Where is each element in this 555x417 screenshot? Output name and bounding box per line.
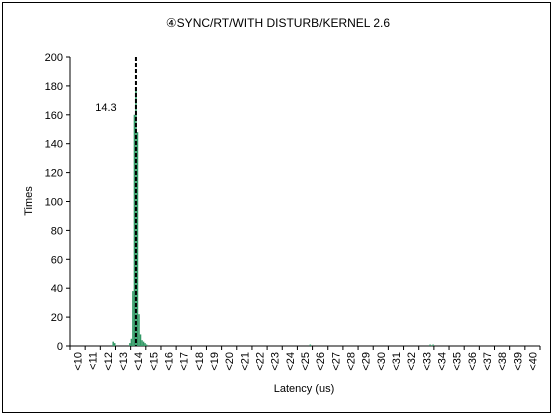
x-tick-label: <21 (239, 352, 251, 371)
x-tick-label: <33 (421, 352, 433, 371)
y-tick-label: 100 (45, 197, 63, 209)
x-ticks: <10 <11 <12 <13 <14 <15 <16 <17 <18 <19 <20 <21 <22 <… (69, 346, 541, 371)
histogram-bar (113, 343, 116, 346)
histogram-bar (135, 88, 137, 346)
x-tick-label: <38 (497, 352, 509, 371)
bars (112, 88, 434, 346)
x-tick-label: <13 (118, 352, 130, 371)
x-tick-label: <37 (482, 352, 494, 371)
x-tick-label: <20 (224, 352, 236, 371)
histogram-bar (133, 114, 136, 346)
y-axis-label: Times (23, 186, 35, 216)
x-tick-label: <30 (376, 352, 388, 371)
x-tick-label: <18 (194, 352, 206, 371)
x-tick-label: <27 (330, 352, 342, 371)
histogram-bar (139, 334, 142, 346)
marker: 14.3 (95, 57, 137, 346)
histogram-bar (144, 343, 146, 346)
chart-title: ④SYNC/RT/WITH DISTURB/KERNEL 2.6 (166, 16, 390, 30)
histogram-bar (138, 314, 140, 346)
histogram-bar (112, 341, 114, 346)
x-tick-label: <34 (436, 352, 448, 371)
x-axis-label: Latency (us) (274, 383, 335, 395)
histogram-bar (141, 340, 143, 346)
histogram-bar (429, 344, 431, 346)
x-tick-label: <12 (103, 352, 115, 371)
x-tick-label: <17 (179, 352, 191, 371)
y-tick-label: 120 (45, 168, 63, 180)
x-tick-label: <24 (285, 352, 297, 371)
x-tick-label: <36 (467, 352, 479, 371)
x-tick-label: <31 (391, 352, 403, 371)
x-tick-label: <29 (361, 352, 373, 371)
x-tick-label: <16 (164, 352, 176, 371)
chart-frame (2, 2, 551, 413)
x-tick-label: <11 (88, 352, 100, 370)
x-tick-label: <23 (270, 352, 282, 371)
x-tick-label: <22 (255, 352, 267, 371)
x-tick-label: <40 (527, 352, 539, 371)
y-tick-label: 180 (45, 81, 63, 93)
histogram-bar (432, 344, 434, 346)
histogram-bar (130, 338, 133, 346)
y-ticks: 0 20 40 60 80 100 120 140 160 180 200 (45, 52, 70, 353)
x-tick-label: <14 (133, 352, 145, 371)
x-tick-label: <35 (452, 352, 464, 371)
y-tick-label: 80 (51, 225, 63, 237)
x-tick-label: <10 (73, 352, 85, 371)
y-tick-label: 140 (45, 139, 63, 151)
histogram-bar (309, 344, 312, 346)
x-tick-label: <26 (315, 352, 327, 371)
y-tick-label: 200 (45, 52, 63, 64)
marker-label: 14.3 (95, 102, 116, 114)
x-tick-label: <39 (512, 352, 524, 371)
histogram-bar (129, 343, 131, 346)
histogram-bar (136, 132, 139, 346)
x-tick-label: <19 (209, 352, 221, 371)
x-tick-label: <15 (148, 352, 160, 371)
y-tick-label: 60 (51, 254, 63, 266)
y-tick-label: 160 (45, 110, 63, 122)
histogram-bar (142, 341, 145, 346)
histogram-bar (132, 291, 134, 346)
x-tick-label: <28 (345, 352, 357, 371)
y-tick-label: 20 (51, 312, 63, 324)
x-tick-label: <25 (300, 352, 312, 371)
x-tick-label: <32 (406, 352, 418, 371)
histogram-bar (145, 344, 148, 346)
y-tick-label: 40 (51, 283, 63, 295)
y-tick-label: 0 (57, 341, 63, 353)
